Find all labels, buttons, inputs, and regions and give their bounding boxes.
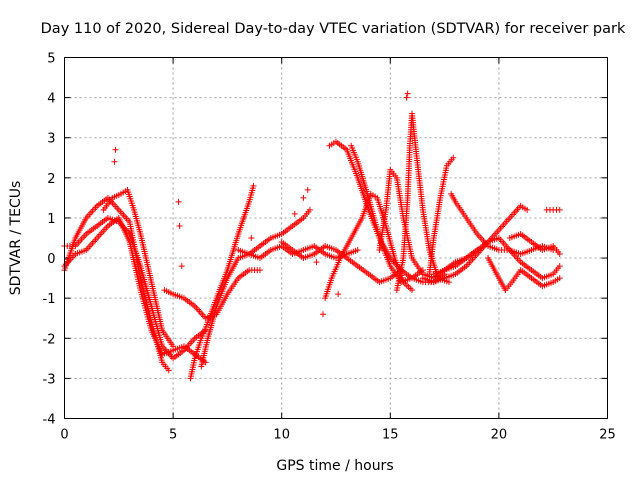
x-tick-label: 10 [273, 428, 290, 443]
y-tick-label: -1 [43, 292, 56, 307]
series-track-4 [100, 186, 177, 350]
data-point [175, 198, 182, 205]
series-track-14 [393, 110, 452, 294]
x-tick-label: 5 [169, 428, 177, 443]
y-tick-label: 0 [47, 252, 55, 267]
series-track-19 [485, 255, 563, 294]
data-point [176, 222, 183, 229]
data-point [319, 311, 326, 318]
x-tick-label: 0 [60, 428, 68, 443]
y-tick-label: 1 [47, 212, 55, 227]
x-tick-label: 25 [599, 428, 616, 443]
y-tick-label: -4 [43, 413, 56, 428]
y-tick-label: -2 [43, 332, 56, 347]
series-track-18 [430, 235, 563, 282]
data-point [300, 194, 307, 201]
series-track-6 [187, 182, 257, 382]
y-tick-label: 3 [47, 132, 55, 147]
series-track-2 [61, 214, 209, 362]
series-track-7 [198, 206, 313, 370]
chart-title: Day 110 of 2020, Sidereal Day-to-day VTE… [41, 21, 626, 37]
series-track-20 [506, 230, 563, 258]
data-point [165, 367, 172, 374]
data-point [306, 206, 313, 213]
data-point [170, 343, 177, 350]
data-point [556, 275, 563, 282]
data-point [556, 251, 563, 258]
y-tick-label: 2 [47, 172, 55, 187]
series-spikes [111, 90, 411, 318]
data-point [250, 182, 257, 189]
data-point [291, 210, 298, 217]
plot-frame [64, 57, 608, 419]
y-axis-label: SDTVAR / TECUs [8, 181, 24, 296]
x-tick-labels: 0 5 10 15 20 25 [60, 428, 615, 443]
data-point [404, 90, 411, 97]
y-tick-labels: -4 -3 -2 -1 0 1 2 3 4 5 [43, 52, 56, 428]
data-point [313, 259, 320, 266]
data-point [256, 267, 263, 274]
data-points [61, 90, 563, 382]
data-point [178, 263, 185, 270]
data-point [524, 206, 531, 213]
x-axis-label: GPS time / hours [276, 458, 393, 474]
data-point [409, 287, 416, 294]
data-point [112, 146, 119, 153]
x-tick-label: 20 [491, 428, 508, 443]
data-point [248, 235, 255, 241]
data-point [556, 263, 563, 270]
data-point [335, 291, 342, 298]
data-point [556, 206, 563, 213]
series-track-21 [543, 206, 563, 213]
y-tick-label: 4 [47, 92, 55, 107]
x-tick-label: 15 [382, 428, 399, 443]
series-track-15 [426, 154, 457, 278]
data-point [445, 279, 452, 286]
y-tick-label: -3 [43, 372, 56, 387]
data-point [111, 158, 118, 165]
data-point [304, 186, 311, 193]
y-tick-label: 5 [47, 52, 55, 67]
data-point [450, 154, 457, 161]
data-point [354, 247, 361, 254]
data-point [403, 94, 410, 101]
